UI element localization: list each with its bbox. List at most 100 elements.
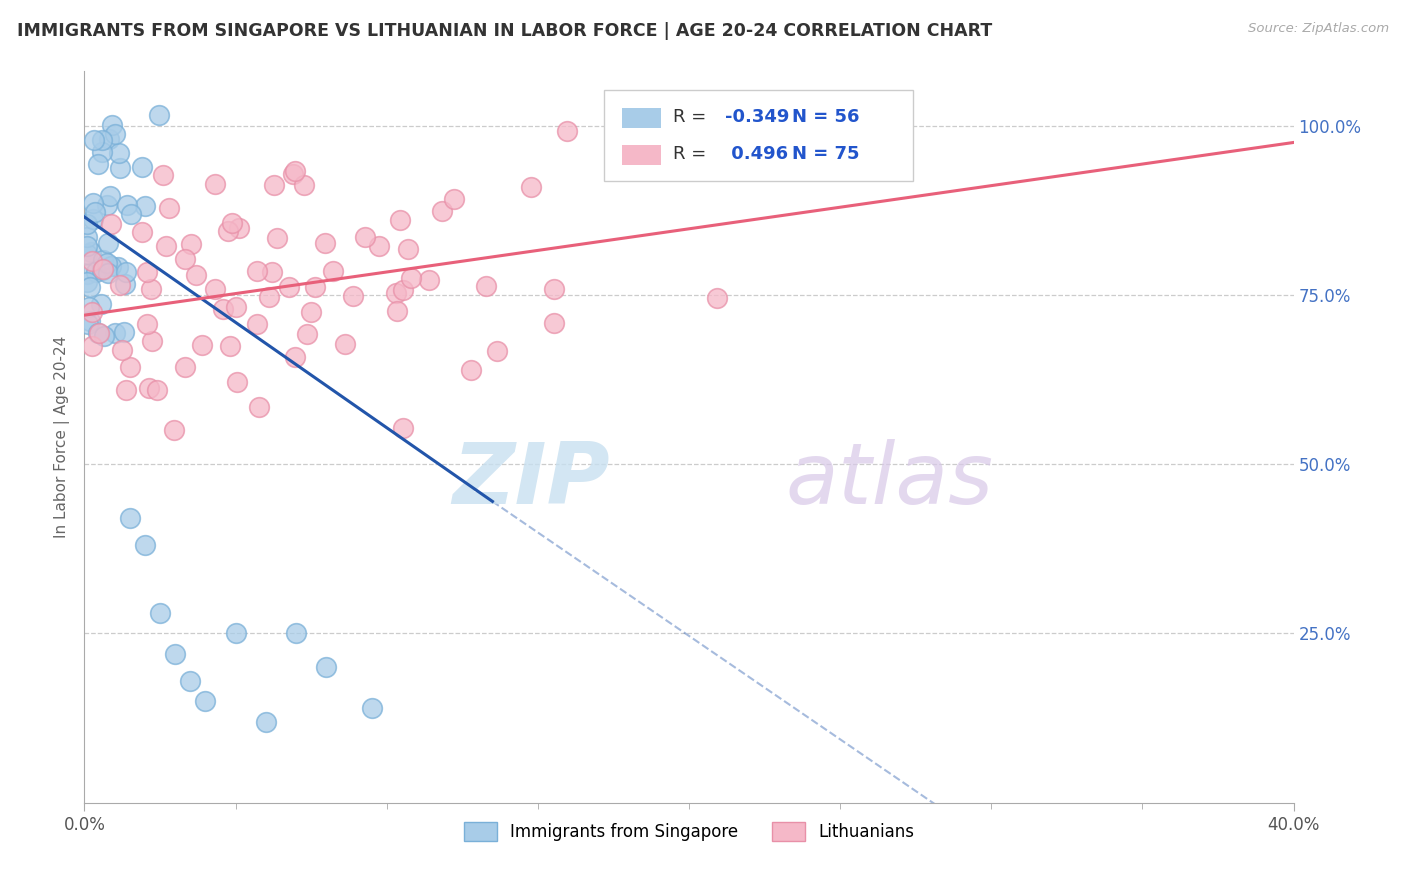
- Point: [278, 280, 301, 294]
- Point: [90, 297, 112, 311]
- Point: [139, 282, 162, 296]
- Point: [131, 225, 153, 239]
- Point: [180, 237, 202, 252]
- Point: [87, 157, 110, 171]
- Point: [246, 264, 269, 278]
- Point: [399, 271, 422, 285]
- Point: [519, 180, 541, 194]
- Point: [118, 511, 141, 525]
- Point: [367, 239, 389, 253]
- Point: [384, 286, 406, 301]
- Text: IMMIGRANTS FROM SINGAPORE VS LITHUANIAN IN LABOR FORCE | AGE 20-24 CORRELATION C: IMMIGRANTS FROM SINGAPORE VS LITHUANIAN …: [17, 22, 993, 40]
- Point: [285, 626, 308, 640]
- Point: [295, 327, 318, 342]
- Point: [246, 317, 269, 331]
- Point: [149, 606, 172, 620]
- Point: [96, 255, 118, 269]
- Point: [114, 265, 136, 279]
- Point: [112, 326, 135, 340]
- Point: [120, 207, 142, 221]
- FancyBboxPatch shape: [605, 90, 912, 181]
- Point: [100, 259, 122, 273]
- Point: [194, 694, 217, 708]
- Point: [263, 178, 285, 192]
- Point: [82, 305, 104, 319]
- Point: [432, 203, 454, 218]
- Point: [76, 217, 98, 231]
- Point: [115, 383, 138, 397]
- Point: [266, 231, 288, 245]
- Point: [93, 329, 115, 343]
- Point: [110, 278, 132, 293]
- Point: [315, 660, 337, 674]
- Point: [204, 283, 226, 297]
- Point: [475, 278, 498, 293]
- Text: -0.349: -0.349: [725, 109, 790, 127]
- Point: [76, 267, 98, 281]
- Point: [179, 673, 201, 688]
- Point: [82, 339, 104, 353]
- Point: [543, 282, 565, 296]
- Point: [97, 266, 120, 280]
- Point: [304, 280, 326, 294]
- Point: [184, 268, 207, 282]
- Point: [87, 326, 110, 340]
- Point: [163, 423, 186, 437]
- Point: [225, 375, 247, 389]
- Point: [706, 291, 728, 305]
- Point: [131, 160, 153, 174]
- Point: [108, 146, 131, 161]
- Point: [294, 178, 316, 192]
- Point: [254, 714, 277, 729]
- Point: [135, 317, 157, 331]
- Point: [96, 197, 118, 211]
- Point: [77, 317, 100, 331]
- Point: [190, 338, 212, 352]
- Point: [217, 224, 239, 238]
- Point: [100, 217, 122, 231]
- Point: [418, 273, 440, 287]
- Point: [98, 188, 121, 202]
- Point: [134, 538, 156, 552]
- Point: [221, 216, 243, 230]
- Point: [134, 199, 156, 213]
- Point: [174, 252, 197, 266]
- Point: [284, 163, 307, 178]
- Point: [90, 145, 112, 159]
- Y-axis label: In Labor Force | Age 20-24: In Labor Force | Age 20-24: [55, 336, 70, 538]
- Point: [111, 343, 134, 358]
- Point: [155, 239, 177, 253]
- Point: [212, 302, 235, 317]
- Point: [115, 197, 138, 211]
- Point: [247, 401, 270, 415]
- Point: [141, 334, 163, 348]
- Point: [257, 290, 280, 304]
- Point: [91, 252, 114, 267]
- Point: [101, 118, 124, 132]
- Point: [392, 283, 415, 297]
- Point: [322, 264, 344, 278]
- Point: [389, 213, 412, 227]
- Point: [391, 421, 413, 435]
- Legend: Immigrants from Singapore, Lithuanians: Immigrants from Singapore, Lithuanians: [456, 814, 922, 849]
- Point: [79, 314, 101, 328]
- Point: [157, 201, 180, 215]
- Point: [443, 193, 465, 207]
- Point: [225, 626, 247, 640]
- Point: [104, 128, 127, 142]
- Text: Source: ZipAtlas.com: Source: ZipAtlas.com: [1249, 22, 1389, 36]
- Point: [152, 168, 174, 182]
- Point: [543, 316, 565, 330]
- Point: [76, 230, 98, 244]
- Point: [82, 195, 104, 210]
- Point: [165, 647, 187, 661]
- FancyBboxPatch shape: [623, 145, 661, 165]
- Point: [83, 133, 105, 147]
- Point: [219, 339, 242, 353]
- Point: [104, 326, 127, 341]
- Point: [76, 239, 98, 253]
- Point: [83, 205, 105, 219]
- Point: [485, 343, 508, 358]
- Point: [77, 301, 100, 315]
- Point: [353, 229, 375, 244]
